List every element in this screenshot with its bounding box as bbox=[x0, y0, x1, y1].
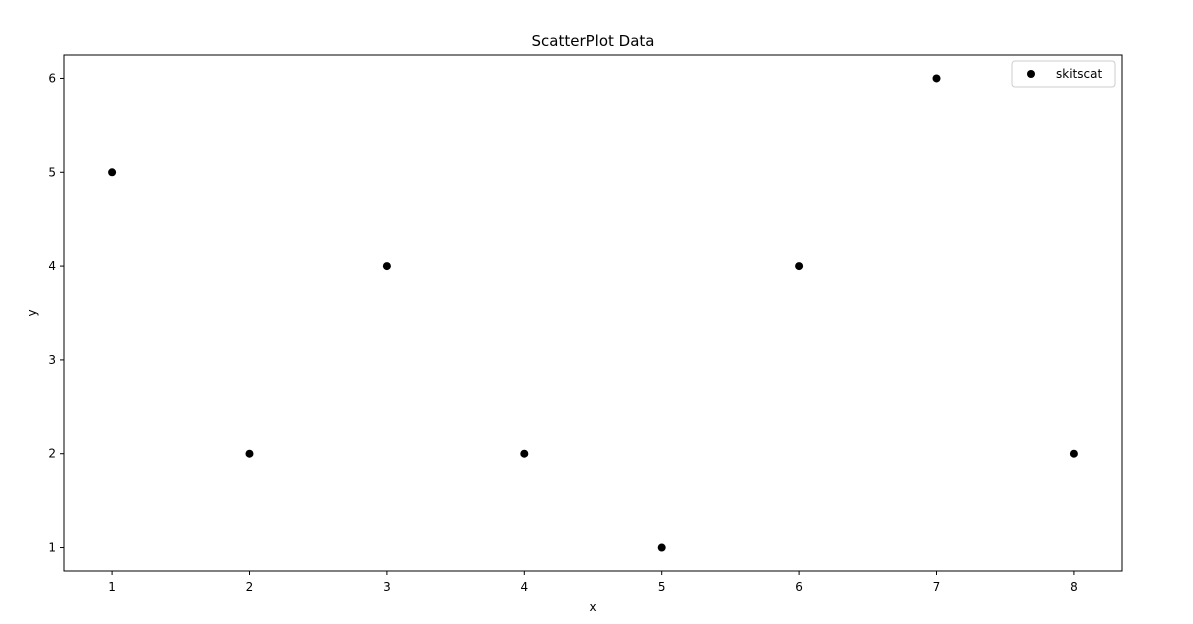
y-tick-label: 2 bbox=[48, 447, 56, 461]
x-tick-label: 5 bbox=[658, 580, 666, 594]
data-point bbox=[795, 262, 804, 271]
x-axis: 1 2 3 4 5 6 7 8 bbox=[108, 571, 1078, 594]
data-point bbox=[657, 543, 666, 552]
x-tick-label: 2 bbox=[246, 580, 254, 594]
legend-label-skitscat: skitscat bbox=[1056, 67, 1102, 81]
data-point bbox=[382, 262, 391, 271]
y-axis-label: y bbox=[25, 309, 39, 316]
data-point bbox=[108, 168, 117, 177]
scatter-points bbox=[108, 74, 1078, 552]
y-tick-label: 1 bbox=[48, 541, 56, 555]
legend: skitscat bbox=[1011, 60, 1116, 88]
data-point bbox=[520, 449, 529, 458]
data-point bbox=[1069, 449, 1078, 458]
data-point bbox=[932, 74, 941, 83]
plot-area-frame bbox=[63, 54, 1123, 572]
data-point bbox=[245, 449, 254, 458]
legend-marker bbox=[1027, 70, 1035, 78]
y-tick-label: 5 bbox=[48, 165, 56, 179]
y-tick-label: 3 bbox=[48, 353, 56, 367]
x-tick-label: 1 bbox=[108, 580, 116, 594]
y-tick-label: 6 bbox=[48, 71, 56, 85]
x-tick-label: 8 bbox=[1070, 580, 1078, 594]
y-axis: 1 2 3 4 5 6 bbox=[48, 71, 64, 555]
x-axis-label: x bbox=[589, 600, 596, 614]
x-tick-label: 4 bbox=[520, 580, 528, 594]
x-tick-label: 7 bbox=[933, 580, 941, 594]
y-tick-label: 4 bbox=[48, 259, 56, 273]
chart-title: ScatterPlot Data bbox=[532, 32, 655, 50]
x-tick-label: 3 bbox=[383, 580, 391, 594]
x-tick-label: 6 bbox=[795, 580, 803, 594]
legend-box bbox=[1011, 60, 1116, 88]
